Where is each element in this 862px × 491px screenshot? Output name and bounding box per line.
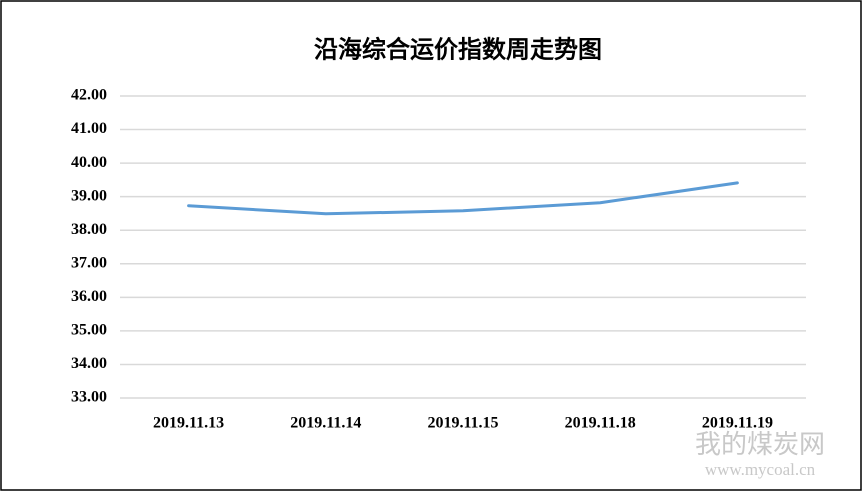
y-tick-label: 38.00 bbox=[71, 221, 107, 238]
y-tick-label: 42.00 bbox=[71, 87, 107, 104]
x-tick-label: 2019.11.15 bbox=[427, 415, 498, 432]
x-tick-label: 2019.11.14 bbox=[290, 415, 361, 432]
y-tick-label: 39.00 bbox=[71, 187, 107, 204]
x-tick-label: 2019.11.18 bbox=[565, 415, 636, 432]
y-tick-label: 35.00 bbox=[71, 322, 107, 339]
watermark: 我的煤炭网 bbox=[695, 430, 825, 459]
x-tick-label: 2019.11.13 bbox=[153, 415, 224, 432]
y-tick-label: 40.00 bbox=[71, 154, 107, 171]
x-tick-label: 2019.11.19 bbox=[702, 415, 773, 432]
y-tick-label: 36.00 bbox=[71, 288, 107, 305]
y-tick-label: 33.00 bbox=[71, 389, 107, 406]
watermark: www.mycoal.cn bbox=[705, 460, 816, 479]
y-tick-label: 34.00 bbox=[71, 355, 107, 372]
line bbox=[187, 181, 739, 216]
chart-title: 沿海综合运价指数周走势图 bbox=[314, 36, 602, 64]
y-tick-label: 41.00 bbox=[71, 120, 107, 137]
y-tick-label: 37.00 bbox=[71, 254, 107, 271]
